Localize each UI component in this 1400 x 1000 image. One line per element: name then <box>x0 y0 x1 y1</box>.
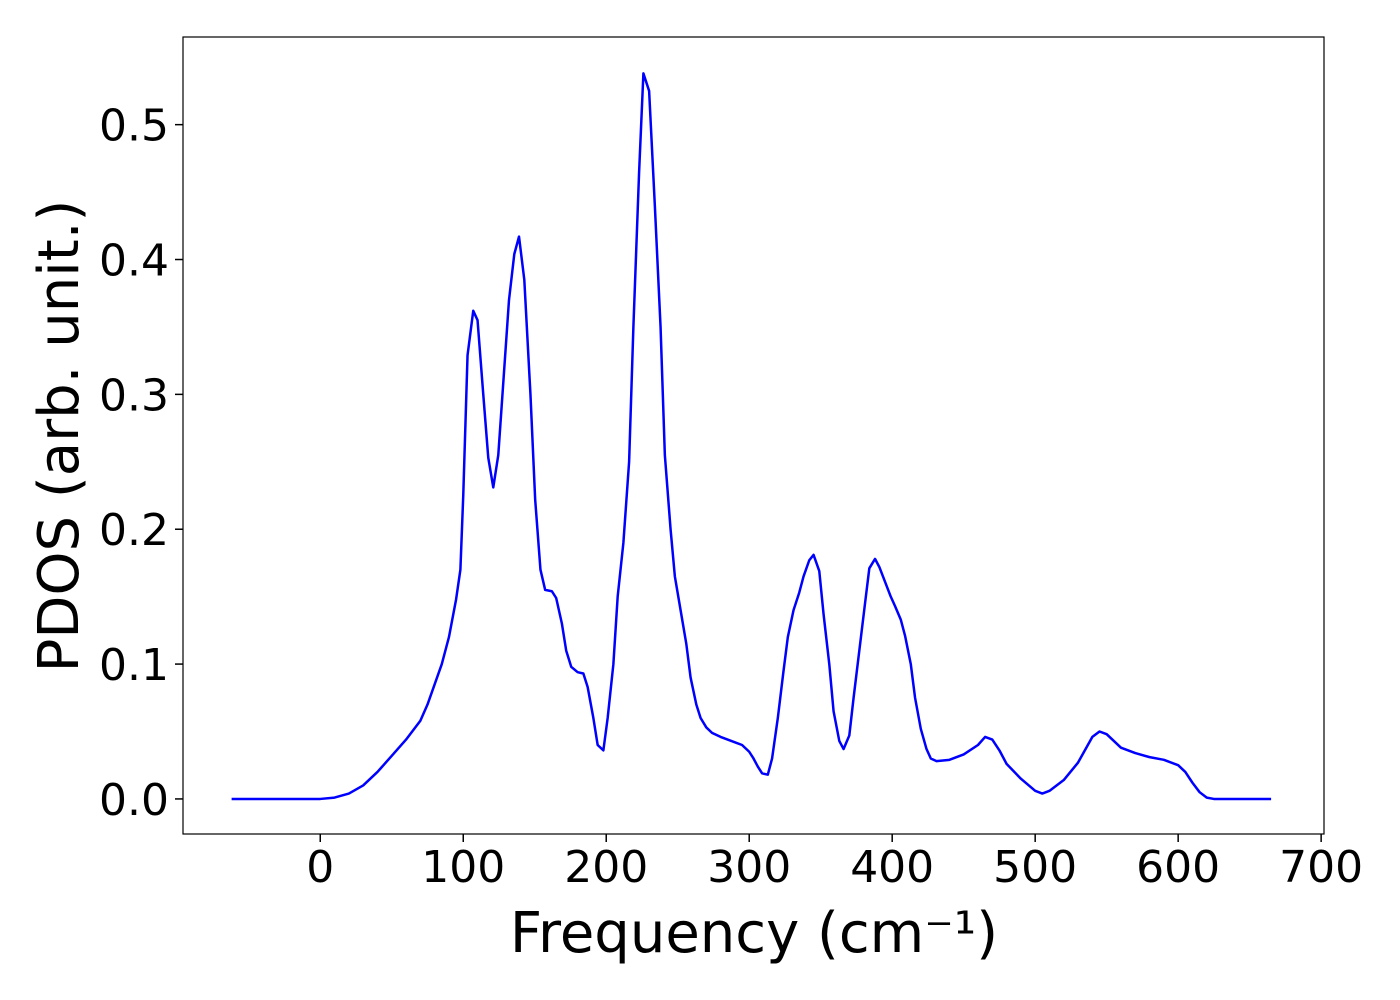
x-tick-label: 400 <box>850 842 934 893</box>
y-tick-label: 0.5 <box>99 101 169 152</box>
x-tick-label: 100 <box>421 842 505 893</box>
x-tick-label: 600 <box>1136 842 1220 893</box>
line <box>231 72 1272 801</box>
x-tick-label: 0 <box>306 842 334 893</box>
y-tick-label: 0.3 <box>99 370 169 421</box>
y-tick-label: 0.1 <box>99 640 169 691</box>
x-tick-label: 200 <box>564 842 648 893</box>
x-tick-label: 300 <box>707 842 791 893</box>
y-tick-label: 0.4 <box>99 236 169 287</box>
x-tick-label: 700 <box>1279 842 1363 893</box>
plot-frame <box>182 36 1325 835</box>
y-tick-label: 0.2 <box>99 505 169 556</box>
y-axis-label: PDOS (arb. unit.) <box>27 200 92 673</box>
y-tick-label: 0.0 <box>99 775 169 826</box>
x-tick-label: 500 <box>993 842 1077 893</box>
x-axis-label: Frequency (cm⁻¹) <box>510 901 998 966</box>
